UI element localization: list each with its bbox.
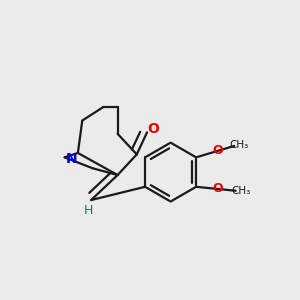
Text: CH₃: CH₃ bbox=[230, 140, 249, 150]
Text: O: O bbox=[213, 182, 224, 195]
Text: O: O bbox=[148, 122, 160, 136]
Text: N: N bbox=[66, 152, 78, 166]
Text: O: O bbox=[212, 144, 223, 157]
Text: CH₃: CH₃ bbox=[231, 186, 250, 196]
Text: H: H bbox=[84, 204, 93, 217]
